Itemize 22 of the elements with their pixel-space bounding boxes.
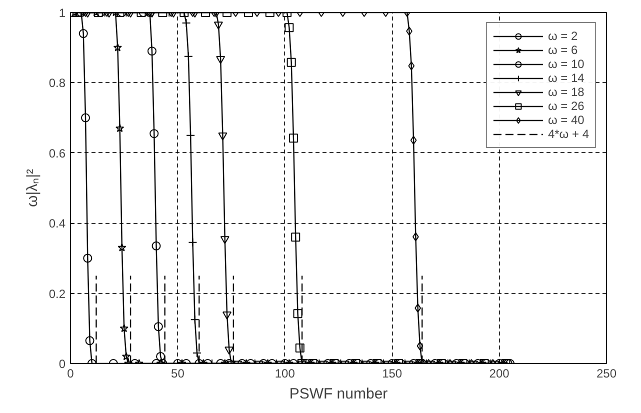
x-tick-label: 250 — [596, 366, 617, 380]
y-tick-label: 0.4 — [48, 216, 66, 231]
y-tick-label: 0.8 — [48, 76, 66, 90]
x-tick-label: 0 — [67, 366, 74, 380]
legend-label: ω = 6 — [548, 43, 578, 57]
x-tick-label: 100 — [274, 366, 296, 380]
legend-label: ω = 40 — [548, 113, 584, 127]
x-tick-label: 200 — [489, 366, 510, 380]
x-axis-title: PSWF number — [289, 386, 388, 402]
y-axis-title: ω|λₙ|² — [24, 168, 41, 207]
y-tick-label: 1 — [58, 6, 66, 20]
y-tick-label: 0.6 — [48, 146, 66, 160]
legend-label: ω = 2 — [548, 29, 578, 43]
y-tick-label: 0.2 — [48, 286, 66, 301]
x-tick-label: 150 — [382, 366, 402, 380]
legend-label: ω = 18 — [548, 85, 584, 99]
legend-label: ω = 10 — [548, 57, 584, 71]
x-tick-label: 50 — [171, 366, 185, 380]
legend-label: ω = 14 — [548, 71, 584, 85]
legend-label: 4*ω + 4 — [548, 127, 589, 141]
y-tick-label: 0 — [58, 357, 66, 371]
legend-label: ω = 26 — [548, 99, 584, 113]
